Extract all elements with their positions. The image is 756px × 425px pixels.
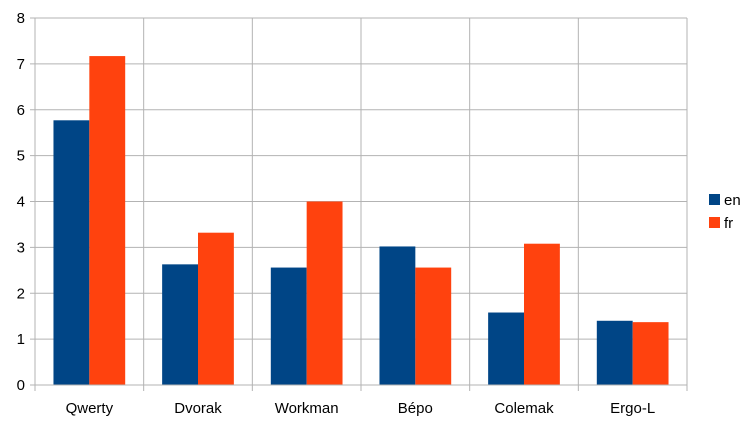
x-tick-label: Qwerty <box>66 400 114 417</box>
bar-en-qwerty <box>53 120 90 386</box>
y-tick-label: 6 <box>17 102 25 119</box>
bar-fr-qwerty <box>89 56 126 386</box>
x-tick-labels: Qwerty Dvorak Workman Bépo Colemak Ergo-L <box>66 400 656 417</box>
x-tick-label: Dvorak <box>174 400 222 417</box>
axes <box>30 17 688 391</box>
y-tick-label: 2 <box>17 285 25 302</box>
bar-en-workman <box>270 267 307 385</box>
bar-fr-ergo-l <box>632 322 669 385</box>
legend-label-fr: fr <box>724 215 733 232</box>
bar-en-dvorak <box>162 264 198 385</box>
y-tick-label: 5 <box>17 148 25 165</box>
legend-label-en: en <box>724 192 741 209</box>
y-tick-label: 4 <box>17 194 25 211</box>
bar-fr-bépo <box>415 267 452 385</box>
legend-swatch-fr <box>709 217 720 228</box>
y-tick-label: 3 <box>17 239 25 256</box>
legend-swatch-en <box>709 194 720 205</box>
y-tick-label: 7 <box>17 56 25 73</box>
legend: en fr <box>709 192 741 232</box>
gridlines <box>34 17 688 386</box>
x-tick-label: Colemak <box>494 400 554 417</box>
bars <box>53 56 669 386</box>
x-tick-label: Workman <box>275 400 339 417</box>
bar-en-bépo <box>379 246 416 385</box>
y-tick-labels: 0 1 2 3 4 5 6 7 8 <box>17 10 25 394</box>
bar-fr-workman <box>306 201 343 385</box>
bar-en-ergo-l <box>596 320 633 385</box>
bar-en-colemak <box>488 312 524 385</box>
x-tick-label: Ergo-L <box>610 400 655 417</box>
y-tick-label: 0 <box>17 377 25 394</box>
y-tick-label: 1 <box>17 331 25 348</box>
bar-fr-colemak <box>524 243 560 385</box>
bar-fr-dvorak <box>198 232 234 385</box>
x-tick-label: Bépo <box>398 400 433 417</box>
y-tick-label: 8 <box>17 10 25 27</box>
